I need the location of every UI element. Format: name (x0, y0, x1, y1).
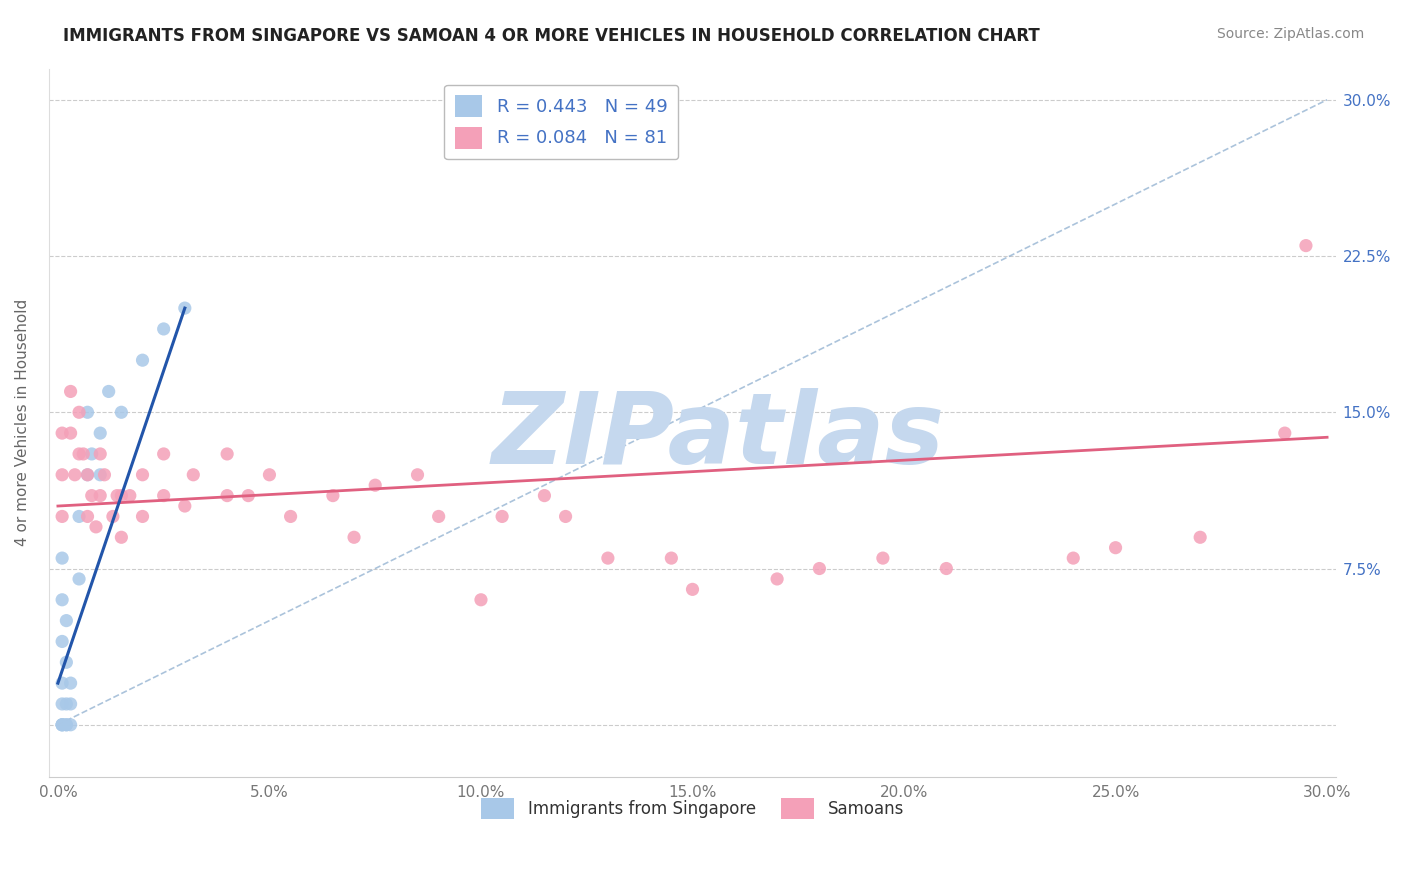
Point (51, 718, 73, 732)
Point (118, 489, 141, 503)
Point (808, 561, 831, 575)
Point (55, 718, 77, 732)
Point (131, 467, 153, 482)
Point (173, 499, 195, 513)
Point (152, 447, 174, 461)
Point (51, 634, 73, 648)
Point (470, 592, 492, 607)
Point (596, 551, 619, 566)
Point (181, 467, 204, 482)
Point (63, 467, 86, 482)
Point (131, 353, 153, 368)
Point (105, 489, 128, 503)
Point (152, 489, 174, 503)
Point (84, 520, 107, 534)
Point (93, 467, 115, 482)
Point (51, 467, 73, 482)
Y-axis label: 4 or more Vehicles in Household: 4 or more Vehicles in Household (15, 299, 30, 546)
Point (67, 447, 90, 461)
Point (101, 509, 124, 524)
Point (51, 718, 73, 732)
Point (76, 509, 98, 524)
Point (89, 467, 111, 482)
Point (55, 697, 77, 711)
Point (343, 530, 366, 544)
Point (51, 551, 73, 566)
Point (1295, 238, 1317, 252)
Point (259, 467, 281, 482)
Point (59, 426, 82, 441)
Point (682, 582, 704, 597)
Point (491, 509, 513, 524)
Point (59, 384, 82, 399)
Point (89, 489, 111, 503)
Point (89, 447, 111, 461)
Point (51, 426, 73, 441)
Point (935, 561, 957, 575)
Point (554, 509, 576, 524)
Point (110, 530, 132, 544)
Point (67, 405, 90, 419)
Point (80, 489, 103, 503)
Point (238, 489, 260, 503)
Point (51, 509, 73, 524)
Point (59, 718, 82, 732)
Point (55, 718, 77, 732)
Point (80, 447, 103, 461)
Point (152, 322, 174, 336)
Point (55, 614, 77, 628)
Point (766, 572, 789, 586)
Point (1104, 541, 1126, 555)
Point (406, 467, 429, 482)
Point (51, 718, 73, 732)
Point (131, 509, 153, 524)
Point (1189, 530, 1212, 544)
Point (67, 509, 90, 524)
Point (76, 467, 98, 482)
Point (872, 551, 894, 566)
Point (173, 301, 195, 315)
Point (51, 676, 73, 690)
Point (217, 447, 239, 461)
Text: IMMIGRANTS FROM SINGAPORE VS SAMOAN 4 OR MORE VEHICLES IN HOUSEHOLD CORRELATION : IMMIGRANTS FROM SINGAPORE VS SAMOAN 4 OR… (63, 27, 1040, 45)
Point (51, 592, 73, 607)
Point (72, 447, 94, 461)
Point (76, 467, 98, 482)
Point (51, 697, 73, 711)
Point (110, 405, 132, 419)
Point (427, 509, 450, 524)
Text: ZIPatlas: ZIPatlas (492, 388, 945, 485)
Point (280, 509, 302, 524)
Text: Source: ZipAtlas.com: Source: ZipAtlas.com (1216, 27, 1364, 41)
Point (322, 489, 344, 503)
Point (217, 489, 239, 503)
Point (533, 489, 555, 503)
Point (364, 478, 387, 492)
Point (1062, 551, 1084, 566)
Point (110, 489, 132, 503)
Point (67, 572, 90, 586)
Point (59, 697, 82, 711)
Point (97, 384, 120, 399)
Point (59, 676, 82, 690)
Point (55, 655, 77, 669)
Point (76, 405, 98, 419)
Legend: Immigrants from Singapore, Samoans: Immigrants from Singapore, Samoans (474, 791, 911, 825)
Point (89, 426, 111, 441)
Point (659, 551, 682, 566)
Point (1274, 426, 1296, 441)
